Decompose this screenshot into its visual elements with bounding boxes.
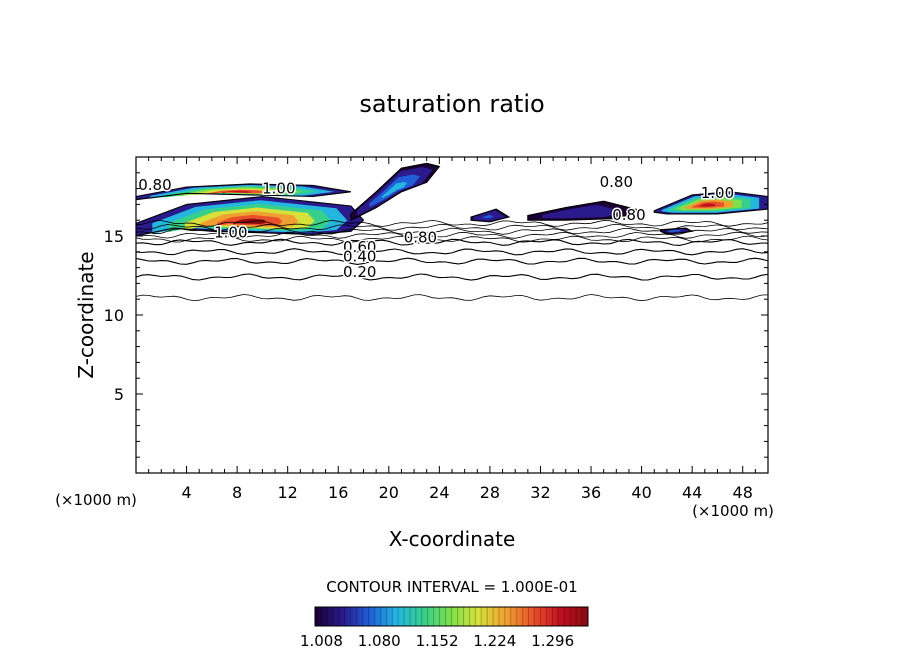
x-tick-label: 12 <box>278 483 298 502</box>
x-tick-label: 8 <box>232 483 242 502</box>
contour-label: 1.00 <box>262 179 295 197</box>
contour-label: 0.80 <box>404 228 437 246</box>
contour-line <box>136 248 768 256</box>
saturation-region-outline <box>470 208 511 223</box>
contour-labels: 0.80 1.00 1.00 0.80 0.600.400.20 0.80 0.80 1.00 <box>137 172 736 283</box>
y-tick-label: 5 <box>114 385 124 404</box>
colorbar-tick-label: 1.080 <box>358 632 401 650</box>
contour-line-upper <box>136 235 768 243</box>
saturation-region-outline <box>136 183 351 201</box>
x-tick-label: 32 <box>530 483 550 502</box>
chart-title: saturation ratio <box>359 90 544 118</box>
x-unit-label-left: (×1000 m) <box>55 491 137 509</box>
contour-line-upper <box>136 223 768 231</box>
x-axis-label: X-coordinate <box>389 527 516 551</box>
contour-line <box>136 273 768 281</box>
x-tick-label: 4 <box>181 483 191 502</box>
contour-label: 0.60 <box>343 238 376 256</box>
contour-line-upper <box>136 219 768 227</box>
saturation-region-outline <box>527 200 644 221</box>
x-axis-ticks: 4 8 12 16 20 24 28 32 36 40 44 48 <box>135 157 769 502</box>
x-tick-label: 24 <box>429 483 449 502</box>
saturation-fill <box>698 203 716 207</box>
colorbar-frame <box>314 606 589 627</box>
saturation-fill <box>485 215 491 218</box>
contour-interval-text: CONTOUR INTERVAL = 1.000E-01 <box>326 578 577 596</box>
contour-label: 0.80 <box>138 176 171 194</box>
y-axis-ticks: 5 10 15 <box>104 156 768 474</box>
colorbar-tick-label: 1.224 <box>473 632 516 650</box>
y-axis-label: Z-coordinate <box>74 251 98 378</box>
colorbar-tick-labels: 1.008 1.080 1.152 1.224 1.296 <box>300 632 574 650</box>
contour-line-upper <box>136 227 768 235</box>
colorbar-tick-label: 1.152 <box>416 632 459 650</box>
x-tick-label: 48 <box>733 483 753 502</box>
colorbar-tick-label: 1.296 <box>531 632 574 650</box>
contour-lines <box>136 219 768 302</box>
saturation-fill <box>571 211 588 215</box>
y-tick-label: 15 <box>104 227 124 246</box>
contour-label: 1.00 <box>214 224 247 242</box>
contour-label: 1.00 <box>701 184 734 202</box>
x-tick-label: 28 <box>480 483 500 502</box>
saturation-region-outline <box>350 162 441 222</box>
x-tick-label: 20 <box>379 483 399 502</box>
colorbar-tick-label: 1.008 <box>300 632 343 650</box>
contour-label: 0.20 <box>343 263 376 281</box>
saturation-fill-regions <box>136 162 768 237</box>
y-tick-label: 10 <box>104 306 124 325</box>
colorbar: 1.008 1.080 1.152 1.224 1.296 <box>300 606 589 650</box>
saturation-region-outline <box>136 195 365 237</box>
contour-line <box>136 238 768 246</box>
contour-label: 0.80 <box>612 206 645 224</box>
contour-line-upper <box>136 231 768 239</box>
saturation-region-outline <box>653 191 768 215</box>
contour-line <box>136 257 768 265</box>
contour-line-base <box>136 294 768 302</box>
x-tick-label: 16 <box>328 483 348 502</box>
saturation-fill <box>671 230 676 232</box>
colorbar-stripes <box>320 607 583 626</box>
contour-label: 0.40 <box>343 247 376 265</box>
x-tick-label: 36 <box>581 483 601 502</box>
x-unit-label-right: (×1000 m) <box>692 502 774 520</box>
colorbar-gradient <box>315 607 588 626</box>
saturation-fill <box>221 190 253 194</box>
saturation-fill <box>388 185 401 194</box>
x-tick-label: 40 <box>631 483 651 502</box>
x-tick-label: 44 <box>682 483 702 502</box>
contour-label: 0.80 <box>600 173 633 191</box>
